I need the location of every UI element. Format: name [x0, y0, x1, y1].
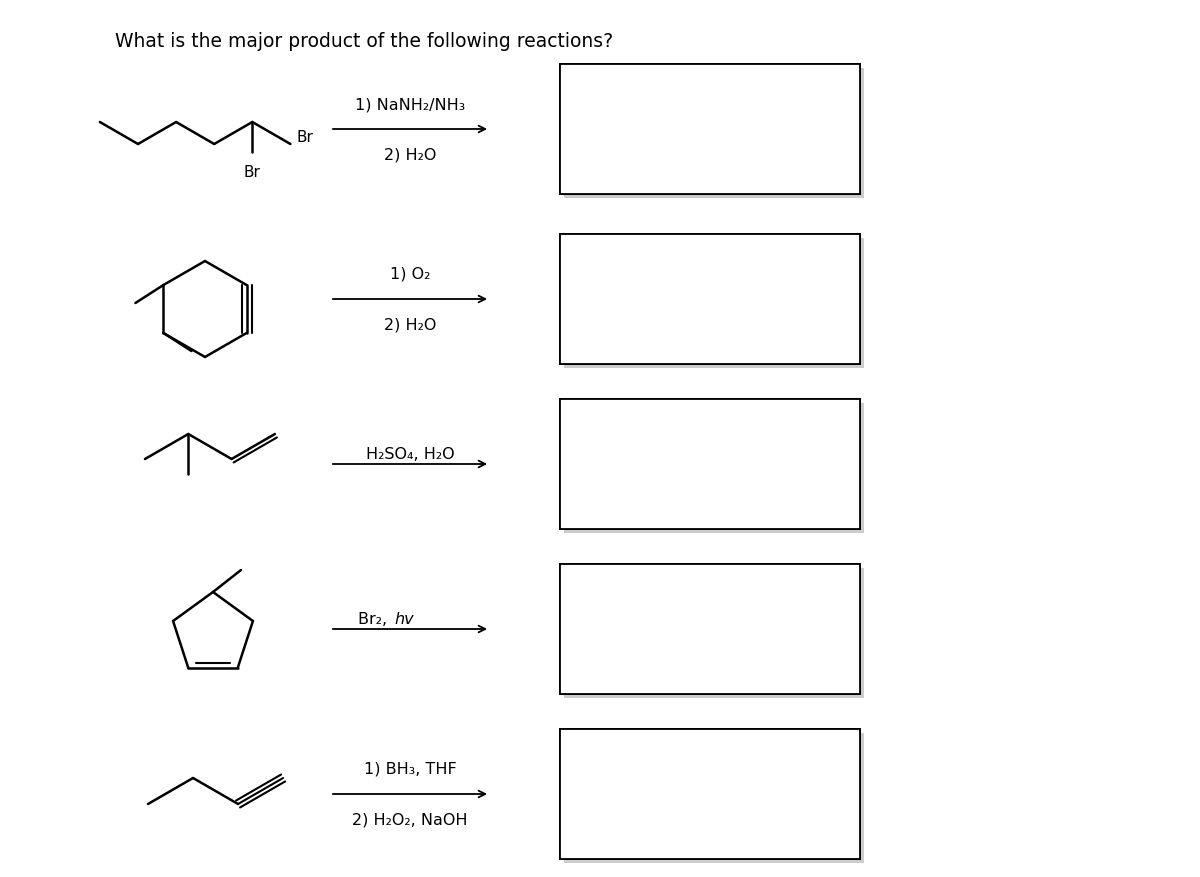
Bar [564, 69, 864, 199]
Text: What is the major product of the following reactions?: What is the major product of the followi… [115, 32, 613, 51]
Bar [560, 65, 860, 195]
Text: 2) H₂O: 2) H₂O [384, 148, 436, 163]
Text: 1) BH₃, THF: 1) BH₃, THF [364, 761, 456, 776]
Text: Br: Br [244, 165, 260, 180]
Bar [564, 403, 864, 533]
Bar [560, 400, 860, 530]
Text: 1) NaNH₂/NH₃: 1) NaNH₂/NH₃ [355, 96, 466, 112]
Bar [564, 733, 864, 863]
Text: Br: Br [296, 129, 313, 145]
Text: 2) H₂O: 2) H₂O [384, 317, 436, 332]
Text: hv: hv [394, 612, 414, 627]
Text: 1) O₂: 1) O₂ [390, 267, 430, 282]
Text: H₂SO₄, H₂O: H₂SO₄, H₂O [366, 447, 455, 462]
Text: 2) H₂O₂, NaOH: 2) H₂O₂, NaOH [353, 812, 468, 827]
Bar [560, 729, 860, 859]
Text: Br₂,: Br₂, [358, 612, 392, 627]
Bar [560, 235, 860, 365]
Bar [564, 239, 864, 368]
Bar [560, 565, 860, 695]
Bar [564, 568, 864, 698]
